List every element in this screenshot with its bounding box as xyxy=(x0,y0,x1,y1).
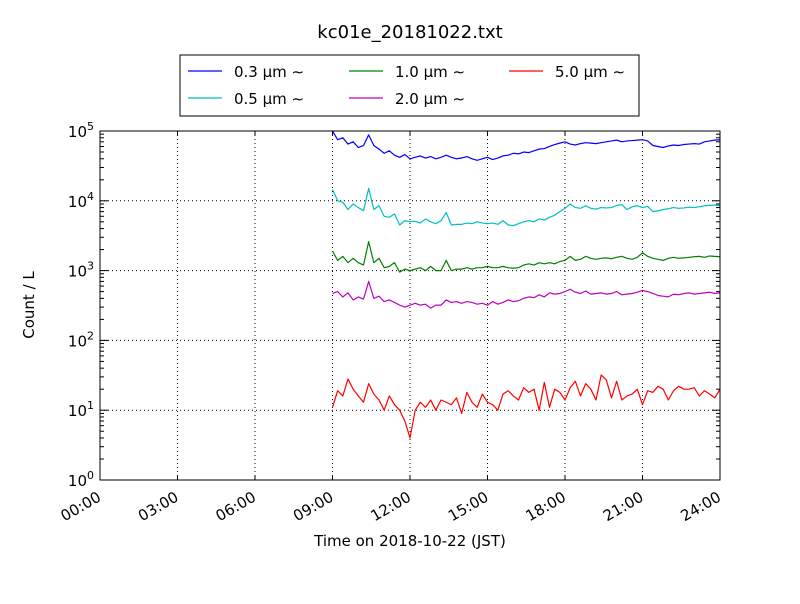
legend-label: 2.0 μm ∼ xyxy=(395,90,465,108)
y-tick-label: 104 xyxy=(68,190,94,211)
chart-title: kc01e_20181022.txt xyxy=(317,22,502,43)
grid-layer xyxy=(100,131,720,480)
series-line xyxy=(332,280,721,309)
legend-box xyxy=(179,54,640,117)
y-tick-label: 105 xyxy=(68,120,94,141)
y-axis-label: Count / L xyxy=(20,271,38,339)
series-layer xyxy=(331,130,721,439)
series-line xyxy=(331,130,721,161)
series-line xyxy=(331,187,721,227)
y-tick-labels: 100 101 102 103 104 105 xyxy=(68,120,94,490)
legend-label: 1.0 μm ∼ xyxy=(395,63,465,81)
legend-items: 0.3 μm ∼ 0.5 μm ∼ 1.0 μm ∼ 2.0 μm ∼ 5.0 μm ∼ xyxy=(188,63,625,108)
y-tick-label: 101 xyxy=(68,399,94,420)
tick-layer xyxy=(99,130,721,481)
x-axis-label: Time on 2018-10-22 (JST) xyxy=(313,532,506,550)
series-line xyxy=(331,241,721,273)
y-tick-label: 103 xyxy=(68,260,94,281)
legend-label: 0.5 μm ∼ xyxy=(234,90,304,108)
legend-label: 5.0 μm ∼ xyxy=(555,63,625,81)
legend-label: 0.3 μm ∼ xyxy=(234,63,304,81)
series-line xyxy=(331,374,721,439)
y-tick-label: 100 xyxy=(68,469,94,490)
legend: 0.3 μm ∼ 0.5 μm ∼ 1.0 μm ∼ 2.0 μm ∼ 5.0 μm ∼ xyxy=(179,54,640,117)
y-tick-label: 102 xyxy=(68,329,94,350)
